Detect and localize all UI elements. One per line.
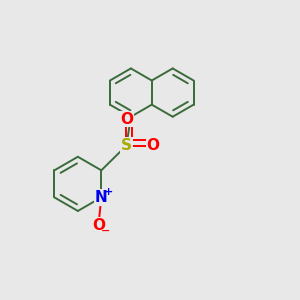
Text: +: + (103, 187, 113, 196)
Text: S: S (121, 138, 132, 153)
Text: N: N (95, 190, 108, 205)
Text: O: O (92, 218, 105, 232)
Text: O: O (120, 112, 133, 127)
Text: O: O (146, 138, 159, 153)
Text: −: − (100, 225, 110, 236)
